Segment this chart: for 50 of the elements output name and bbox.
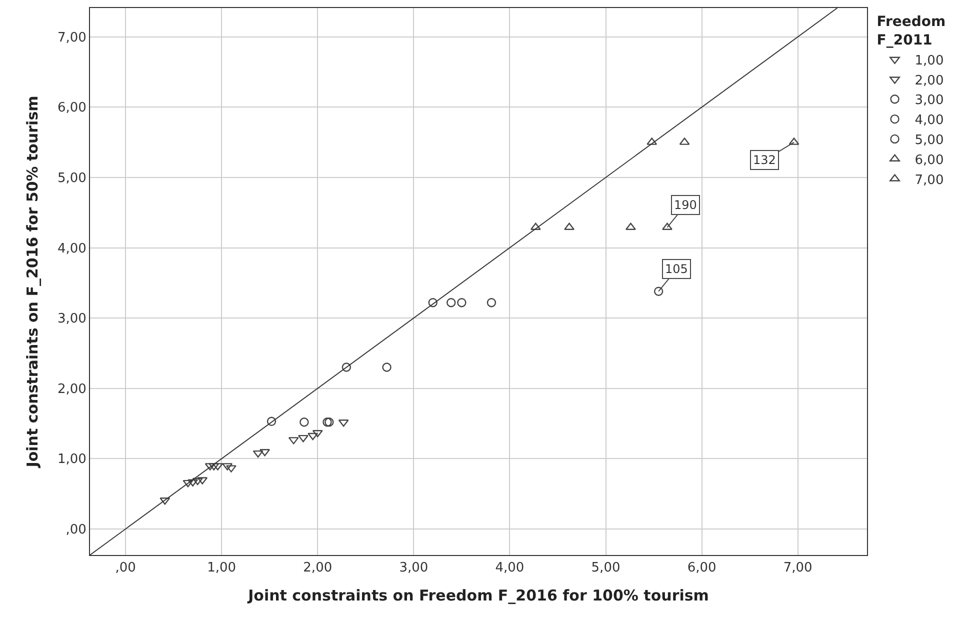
point (188, 479, 198, 486)
point (382, 362, 392, 372)
legend-label: 5,00 (914, 133, 944, 148)
point (212, 463, 223, 470)
y-tick-label: 1,00 (57, 452, 86, 468)
point (182, 480, 194, 488)
point (486, 298, 496, 308)
point (428, 298, 438, 308)
point (308, 432, 318, 440)
point (266, 416, 276, 426)
y-tick-label: 4,00 (57, 241, 86, 256)
x-tick-label: 4,00 (495, 560, 524, 576)
x-tick-label: 6,00 (687, 560, 716, 576)
y-tick-label: 6,00 (57, 100, 86, 116)
annotation: 132 (753, 153, 776, 167)
x-tick-label: 5,00 (591, 560, 620, 576)
legend-label: 2,00 (914, 73, 944, 88)
legend-title: Freedom F_2011 (876, 14, 946, 48)
point (252, 450, 264, 458)
y-tick-label: 3,00 (57, 312, 86, 327)
x-tick-label: ,00 (115, 560, 136, 576)
x-tick-label: 7,00 (783, 560, 812, 576)
x-tick-label: 2,00 (303, 560, 332, 576)
point (654, 286, 664, 296)
x-tick-label: 3,00 (399, 560, 428, 576)
y-tick-label: 2,00 (57, 382, 86, 397)
y-tick-label: 7,00 (57, 30, 86, 46)
point (300, 418, 309, 427)
point (322, 418, 332, 427)
point (324, 418, 334, 427)
annotation: 190 (674, 198, 697, 212)
point (298, 434, 308, 442)
y-tick-label: 5,00 (57, 170, 86, 186)
point (457, 298, 466, 308)
annotation: 105 (665, 262, 688, 276)
point (342, 362, 352, 372)
point (564, 222, 574, 230)
x-tick-label: 1,00 (207, 560, 236, 576)
point (446, 298, 456, 308)
legend-label: 4,00 (914, 113, 944, 128)
point (192, 478, 203, 486)
y-tick-label: ,00 (66, 522, 86, 538)
point (626, 222, 636, 230)
legend-label: 1,00 (914, 53, 944, 68)
point (662, 222, 672, 230)
legend-label: 3,00 (914, 93, 944, 108)
x-axis-title: Joint constraints on Freedom F_2016 for 100% tourism (247, 586, 709, 605)
legend-label: 7,00 (914, 172, 944, 188)
legend-label: 6,00 (914, 152, 944, 168)
y-axis-title: Joint constraints on F_2016 for 50% tourism (24, 96, 42, 468)
